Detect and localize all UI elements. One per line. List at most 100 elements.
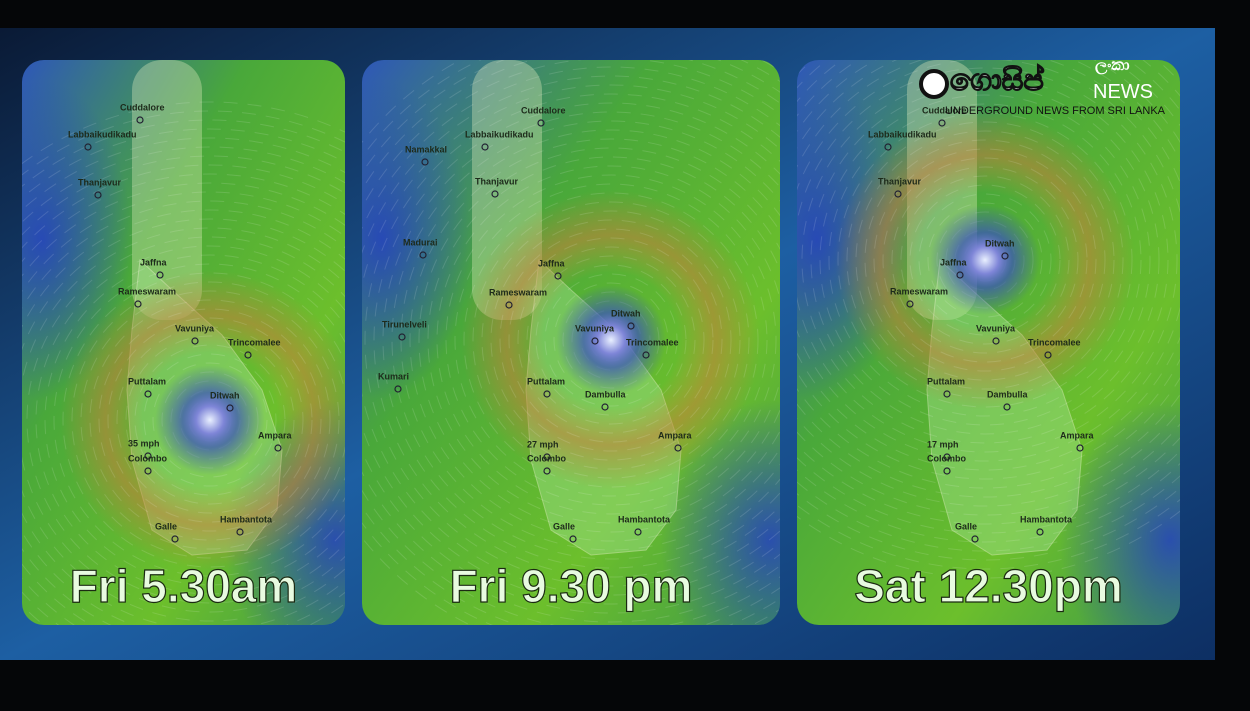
place-dot (1036, 528, 1044, 536)
wind-streak (98, 308, 322, 532)
place-dot (569, 535, 577, 543)
wind-streak (22, 164, 345, 625)
wind-streak (22, 137, 345, 625)
place-label: Namakkal (405, 144, 447, 154)
wind-streak (490, 219, 732, 461)
place-dot (634, 528, 642, 536)
wind-streak (810, 85, 1160, 435)
place-label: Hambantota (618, 514, 671, 524)
place-dot (421, 158, 429, 166)
place-label: Jaffna (538, 258, 566, 268)
place-dot (134, 300, 142, 308)
wind-streak (409, 138, 780, 542)
wind-streak (526, 255, 696, 425)
place-label: Ditwah (210, 390, 240, 400)
place-label: Thanjavur (78, 177, 122, 187)
wind-streak (362, 75, 780, 605)
place-label: 35 mph (128, 438, 160, 448)
place-label: Cuddalore (922, 105, 967, 115)
map-panel: Cuddalore Labbaikudikadu Thanjavur Ditwah Ja… (797, 60, 1180, 625)
place-dot (394, 385, 402, 393)
place-dot (601, 403, 609, 411)
wind-streak (882, 157, 1088, 363)
place-label: Ampara (258, 430, 293, 440)
place-dot (627, 322, 635, 330)
place-dot (971, 535, 979, 543)
place-label: Thanjavur (475, 176, 519, 186)
place-dot (1001, 252, 1009, 260)
wind-streak (463, 192, 759, 488)
wind-streak (797, 60, 1180, 552)
place-label: Puttalam (527, 376, 565, 386)
india-band (132, 60, 202, 320)
place-dot (171, 535, 179, 543)
place-label: Ditwah (611, 308, 641, 318)
wind-streak (134, 344, 286, 496)
place-label: 27 mph (527, 439, 559, 449)
place-dot (992, 337, 1000, 345)
wind-streak (418, 147, 780, 533)
place-label: Ampara (658, 430, 693, 440)
wind-streak (797, 60, 1180, 525)
place-label: Dambulla (987, 389, 1029, 399)
place-label: Vavuniya (575, 323, 615, 333)
place-label: Labbaikudikadu (68, 129, 137, 139)
wind-streak (22, 128, 345, 625)
place-dot (543, 467, 551, 475)
place-dot (591, 337, 599, 345)
place-label: Ampara (1060, 430, 1095, 440)
place-dot (554, 272, 562, 280)
wind-streak (797, 60, 1180, 507)
place-dot (94, 191, 102, 199)
wind-streak (918, 193, 1052, 327)
map-layer: Cuddalore Labbaikudikadu Namakkal Thanjavur… (362, 60, 780, 625)
wind-streak (125, 335, 295, 505)
place-dot (144, 390, 152, 398)
wind-streak (22, 182, 345, 625)
map-panel: Cuddalore Labbaikudikadu Thanjavur Jaffna Ra… (22, 60, 345, 625)
place-dot (642, 351, 650, 359)
place-dot (244, 351, 252, 359)
place-label: 17 mph (927, 439, 959, 449)
place-label: Madurai (403, 237, 438, 247)
place-dot (938, 119, 946, 127)
wind-streak (35, 245, 345, 595)
place-dot (906, 300, 914, 308)
wind-streak (71, 281, 345, 559)
cold-patch (1060, 400, 1180, 625)
wind-streak (797, 60, 1180, 543)
place-label: Kumari (378, 371, 409, 381)
wind-streak (22, 209, 345, 625)
wind-streak (846, 121, 1124, 399)
place-dot (1076, 444, 1084, 452)
storm-eye (155, 365, 265, 475)
wind-streak (909, 184, 1061, 336)
wind-streak (22, 146, 345, 625)
place-label: Puttalam (128, 376, 166, 386)
wind-streak (837, 112, 1133, 408)
place-dot (894, 190, 902, 198)
place-label: Tirunelveli (382, 319, 427, 329)
place-dot (226, 404, 234, 412)
wind-streak (535, 264, 687, 416)
wind-streak (797, 60, 1180, 480)
wind-streak (53, 263, 345, 577)
wind-streak (107, 317, 313, 523)
place-label: Thanjavur (878, 176, 922, 186)
place-label: Galle (955, 521, 977, 531)
wind-streak (362, 66, 780, 614)
place-label: Labbaikudikadu (465, 129, 534, 139)
place-dot (236, 528, 244, 536)
wind-streak (362, 84, 780, 596)
place-label: Rameswaram (890, 286, 948, 296)
place-dot (156, 271, 164, 279)
place-label: Colombo (527, 453, 566, 463)
place-dot (144, 467, 152, 475)
place-label: Labbaikudikadu (868, 129, 937, 139)
place-label: Trincomalee (228, 337, 281, 347)
place-dot (537, 119, 545, 127)
place-dot (1044, 351, 1052, 359)
wind-streak (819, 94, 1151, 426)
wind-streak (927, 202, 1043, 318)
